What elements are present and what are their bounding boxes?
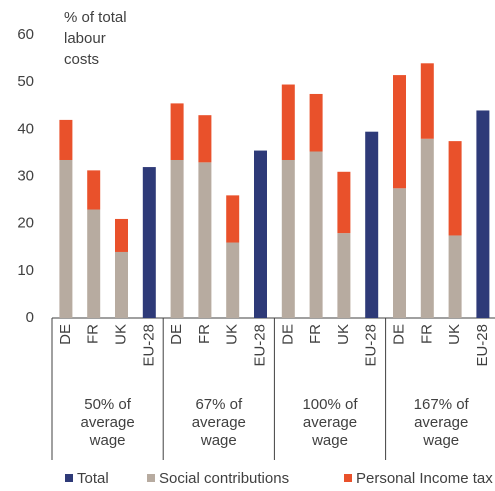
bar-segment <box>115 218 128 252</box>
x-tick-label: EU-28 <box>251 324 268 367</box>
bar-segment <box>170 159 184 318</box>
y-tick-label: 60 <box>17 26 34 43</box>
bar-segment <box>226 195 240 243</box>
x-tick-label: FR <box>307 324 324 344</box>
bar-segment <box>448 141 462 236</box>
bar-segment <box>393 75 406 189</box>
x-tick-label: EU-28 <box>474 324 491 367</box>
bar-segment <box>448 235 462 318</box>
bar-segment <box>198 115 212 163</box>
bar-segment <box>393 188 406 318</box>
bar-segment <box>337 171 351 234</box>
x-tick-label: UK <box>446 324 463 345</box>
bar-segment <box>309 151 323 318</box>
y-tick-label: 40 <box>17 120 34 137</box>
bar-segment <box>87 170 101 210</box>
bar-segment <box>115 251 128 318</box>
x-tick-label: FR <box>196 324 213 344</box>
x-tick-label: UK <box>224 324 241 345</box>
group-label: average <box>414 414 468 431</box>
y-axis-label: labour <box>64 30 106 47</box>
x-tick-label: UK <box>335 324 352 345</box>
x-tick-label: DE <box>57 324 74 345</box>
bar-segment <box>476 110 490 318</box>
y-tick-label: 30 <box>17 167 34 184</box>
bar-segment <box>420 63 434 139</box>
y-tick-label: 0 <box>26 309 34 326</box>
bar-segment <box>281 159 295 318</box>
group-label: wage <box>200 432 237 449</box>
bar-segment <box>226 242 240 318</box>
group-label: average <box>192 414 246 431</box>
bar-segment <box>254 150 267 318</box>
bar-segment <box>337 233 351 318</box>
group-label: wage <box>311 432 348 449</box>
bar-segment <box>420 138 434 318</box>
x-tick-label: FR <box>418 324 435 344</box>
y-tick-label: 20 <box>17 215 34 232</box>
legend-swatch <box>147 474 155 482</box>
bar-segment <box>365 131 379 318</box>
x-tick-label: DE <box>168 324 185 345</box>
x-tick-label: EU-28 <box>363 324 380 367</box>
group-label: wage <box>422 432 459 449</box>
y-axis-label: % of total <box>64 9 127 26</box>
group-label: 67% of <box>195 396 243 413</box>
group-label: average <box>80 414 134 431</box>
legend-swatch <box>344 474 352 482</box>
bar-segment <box>170 103 184 160</box>
x-tick-label: FR <box>85 324 102 344</box>
bar-segment <box>309 93 323 152</box>
bar-segment <box>87 209 101 318</box>
bar-segment <box>142 167 156 318</box>
group-label: wage <box>89 432 126 449</box>
group-label: 50% of <box>84 396 132 413</box>
bar-segment <box>59 119 73 160</box>
bar-segment <box>281 84 295 160</box>
x-tick-label: EU-28 <box>140 324 157 367</box>
bar-segment <box>59 159 73 318</box>
legend-label: Social contributions <box>159 470 289 487</box>
legend-label: Total <box>77 470 109 487</box>
bar-segment <box>198 162 212 318</box>
y-tick-label: 50 <box>17 73 34 90</box>
y-tick-label: 10 <box>17 262 34 279</box>
legend-swatch <box>65 474 73 482</box>
x-tick-label: DE <box>279 324 296 345</box>
x-tick-label: DE <box>390 324 407 345</box>
group-label: 100% of <box>302 396 358 413</box>
group-label: average <box>303 414 357 431</box>
x-tick-label: UK <box>112 324 129 345</box>
legend-label: Personal Income tax <box>356 470 493 487</box>
group-label: 167% of <box>414 396 470 413</box>
y-axis-label: costs <box>64 51 99 68</box>
